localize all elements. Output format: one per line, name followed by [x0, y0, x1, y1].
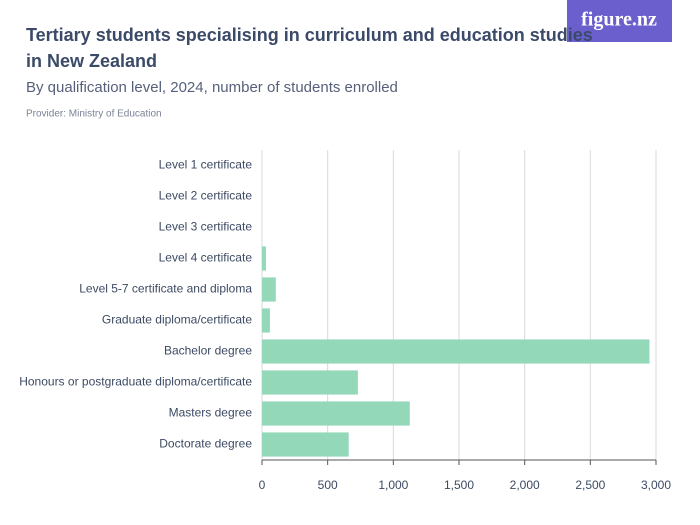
x-tick-label: 3,000	[641, 478, 671, 492]
x-tick-label: 2,500	[575, 478, 605, 492]
y-tick-label: Level 2 certificate	[159, 189, 253, 203]
x-tick-label: 2,000	[510, 478, 540, 492]
x-tick-label: 1,500	[444, 478, 474, 492]
y-tick-label: Graduate diploma/certificate	[102, 313, 252, 327]
chart-title: Tertiary students specialising in curric…	[26, 25, 593, 45]
bar	[262, 339, 650, 364]
x-tick-label: 500	[318, 478, 338, 492]
bar	[262, 370, 358, 395]
chart-title: in New Zealand	[26, 51, 157, 71]
y-tick-label: Level 1 certificate	[159, 158, 253, 172]
bar	[262, 432, 349, 457]
y-tick-label: Masters degree	[169, 406, 253, 420]
bar	[262, 277, 276, 302]
y-tick-label: Bachelor degree	[164, 344, 252, 358]
chart-subtitle: By qualification level, 2024, number of …	[26, 79, 398, 96]
y-tick-label: Level 3 certificate	[159, 220, 253, 234]
x-tick-label: 1,000	[378, 478, 408, 492]
y-tick-label: Honours or postgraduate diploma/certific…	[19, 375, 252, 389]
y-tick-label: Doctorate degree	[159, 437, 252, 451]
x-tick-label: 0	[259, 478, 266, 492]
logo-box	[567, 0, 672, 42]
y-tick-label: Level 5-7 certificate and diploma	[79, 282, 252, 296]
bar	[262, 308, 270, 333]
bar	[262, 246, 266, 271]
logo[interactable]: figure.nz	[581, 9, 657, 31]
provider: Provider: Ministry of Education	[26, 109, 162, 120]
y-tick-label: Level 4 certificate	[159, 251, 253, 265]
bar	[262, 401, 410, 426]
